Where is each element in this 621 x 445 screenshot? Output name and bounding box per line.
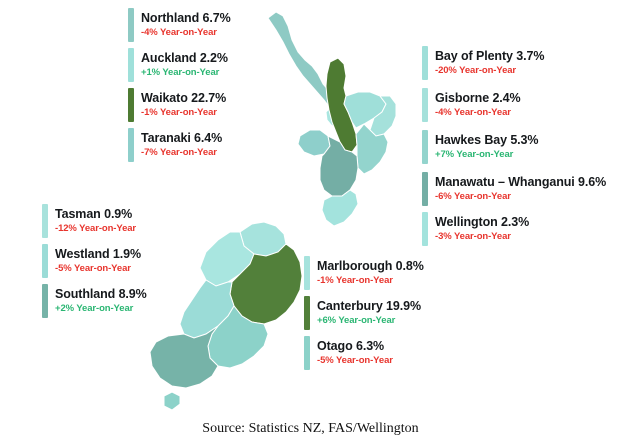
label-text-taranaki: Taranaki 6.4% -7% Year-on-Year — [141, 128, 222, 162]
label-text-hawkes-bay: Hawkes Bay 5.3% +7% Year-on-Year — [435, 130, 539, 164]
region-name-tasman: Tasman 0.9% — [55, 207, 133, 221]
region-yoy-auckland: +1% Year-on-Year — [141, 67, 220, 78]
region-name-wellington: Wellington 2.3% — [435, 215, 530, 229]
swatch-northland — [128, 8, 134, 42]
swatch-southland — [42, 284, 48, 318]
region-label-gisborne[interactable]: Gisborne 2.4% -4% Year-on-Year — [422, 88, 521, 122]
label-text-gisborne: Gisborne 2.4% -4% Year-on-Year — [435, 88, 521, 122]
swatch-auckland — [128, 48, 134, 82]
swatch-hawkes-bay — [422, 130, 428, 164]
region-label-waikato[interactable]: Waikato 22.7% -1% Year-on-Year — [128, 88, 226, 122]
label-text-waikato: Waikato 22.7% -1% Year-on-Year — [141, 88, 226, 122]
region-name-northland: Northland 6.7% — [141, 11, 231, 25]
label-text-tasman: Tasman 0.9% -12% Year-on-Year — [55, 204, 136, 238]
region-yoy-northland: -4% Year-on-Year — [141, 27, 217, 38]
label-text-wellington: Wellington 2.3% -3% Year-on-Year — [435, 212, 529, 246]
label-text-southland: Southland 8.9% +2% Year-on-Year — [55, 284, 147, 318]
region-label-manawatu-whanganui[interactable]: Manawatu – Whanganui 9.6% -6% Year-on-Ye… — [422, 172, 606, 206]
label-text-canterbury: Canterbury 19.9% +6% Year-on-Year — [317, 296, 421, 330]
region-yoy-gisborne: -4% Year-on-Year — [435, 107, 511, 118]
north-island — [267, 11, 397, 227]
south-island — [149, 221, 303, 411]
swatch-waikato — [128, 88, 134, 122]
region-label-northland[interactable]: Northland 6.7% -4% Year-on-Year — [128, 8, 231, 42]
source-caption: Source: Statistics NZ, FAS/Wellington — [202, 421, 419, 436]
swatch-wellington — [422, 212, 428, 246]
label-text-westland: Westland 1.9% -5% Year-on-Year — [55, 244, 141, 278]
region-label-tasman[interactable]: Tasman 0.9% -12% Year-on-Year — [42, 204, 136, 238]
swatch-taranaki — [128, 128, 134, 162]
region-label-westland[interactable]: Westland 1.9% -5% Year-on-Year — [42, 244, 141, 278]
region-name-bay-of-plenty: Bay of Plenty 3.7% — [435, 49, 545, 63]
region-yoy-westland: -5% Year-on-Year — [55, 263, 131, 274]
region-wellington — [321, 189, 359, 227]
region-name-otago: Otago 6.3% — [317, 339, 385, 353]
region-label-wellington[interactable]: Wellington 2.3% -3% Year-on-Year — [422, 212, 529, 246]
region-yoy-marlborough: -1% Year-on-Year — [317, 275, 393, 286]
swatch-otago — [304, 336, 310, 370]
label-text-manawatu-whanganui: Manawatu – Whanganui 9.6% -6% Year-on-Ye… — [435, 172, 606, 206]
region-name-marlborough: Marlborough 0.8% — [317, 259, 424, 273]
label-text-northland: Northland 6.7% -4% Year-on-Year — [141, 8, 231, 42]
region-yoy-bay-of-plenty: -20% Year-on-Year — [435, 65, 517, 76]
region-yoy-taranaki: -7% Year-on-Year — [141, 147, 217, 158]
region-label-southland[interactable]: Southland 8.9% +2% Year-on-Year — [42, 284, 147, 318]
region-label-otago[interactable]: Otago 6.3% -5% Year-on-Year — [304, 336, 393, 370]
label-text-bay-of-plenty: Bay of Plenty 3.7% -20% Year-on-Year — [435, 46, 544, 80]
region-southland — [149, 325, 219, 389]
swatch-marlborough — [304, 256, 310, 290]
region-yoy-tasman: -12% Year-on-Year — [55, 223, 137, 234]
region-yoy-wellington: -3% Year-on-Year — [435, 231, 511, 242]
swatch-westland — [42, 244, 48, 278]
region-name-hawkes-bay: Hawkes Bay 5.3% — [435, 133, 539, 147]
region-name-canterbury: Canterbury 19.9% — [317, 299, 421, 313]
label-text-otago: Otago 6.3% -5% Year-on-Year — [317, 336, 393, 370]
region-yoy-waikato: -1% Year-on-Year — [141, 107, 217, 118]
region-label-marlborough[interactable]: Marlborough 0.8% -1% Year-on-Year — [304, 256, 424, 290]
region-name-taranaki: Taranaki 6.4% — [141, 131, 223, 145]
region-name-southland: Southland 8.9% — [55, 287, 147, 301]
region-name-manawatu-whanganui: Manawatu – Whanganui 9.6% — [435, 175, 607, 189]
swatch-bay-of-plenty — [422, 46, 428, 80]
region-yoy-canterbury: +6% Year-on-Year — [317, 315, 396, 326]
region-label-bay-of-plenty[interactable]: Bay of Plenty 3.7% -20% Year-on-Year — [422, 46, 544, 80]
region-name-westland: Westland 1.9% — [55, 247, 141, 261]
region-name-auckland: Auckland 2.2% — [141, 51, 228, 65]
swatch-manawatu-whanganui — [422, 172, 428, 206]
region-yoy-hawkes-bay: +7% Year-on-Year — [435, 149, 514, 160]
label-text-marlborough: Marlborough 0.8% -1% Year-on-Year — [317, 256, 424, 290]
region-label-canterbury[interactable]: Canterbury 19.9% +6% Year-on-Year — [304, 296, 421, 330]
region-label-hawkes-bay[interactable]: Hawkes Bay 5.3% +7% Year-on-Year — [422, 130, 539, 164]
swatch-gisborne — [422, 88, 428, 122]
label-text-auckland: Auckland 2.2% +1% Year-on-Year — [141, 48, 228, 82]
swatch-tasman — [42, 204, 48, 238]
region-yoy-southland: +2% Year-on-Year — [55, 303, 134, 314]
region-yoy-otago: -5% Year-on-Year — [317, 355, 393, 366]
region-yoy-manawatu-whanganui: -6% Year-on-Year — [435, 191, 511, 202]
region-label-auckland[interactable]: Auckland 2.2% +1% Year-on-Year — [128, 48, 228, 82]
region-name-waikato: Waikato 22.7% — [141, 91, 227, 105]
region-stewart-island — [163, 391, 181, 411]
region-hawkes-bay — [355, 123, 389, 175]
region-label-taranaki[interactable]: Taranaki 6.4% -7% Year-on-Year — [128, 128, 222, 162]
region-name-gisborne: Gisborne 2.4% — [435, 91, 521, 105]
swatch-canterbury — [304, 296, 310, 330]
